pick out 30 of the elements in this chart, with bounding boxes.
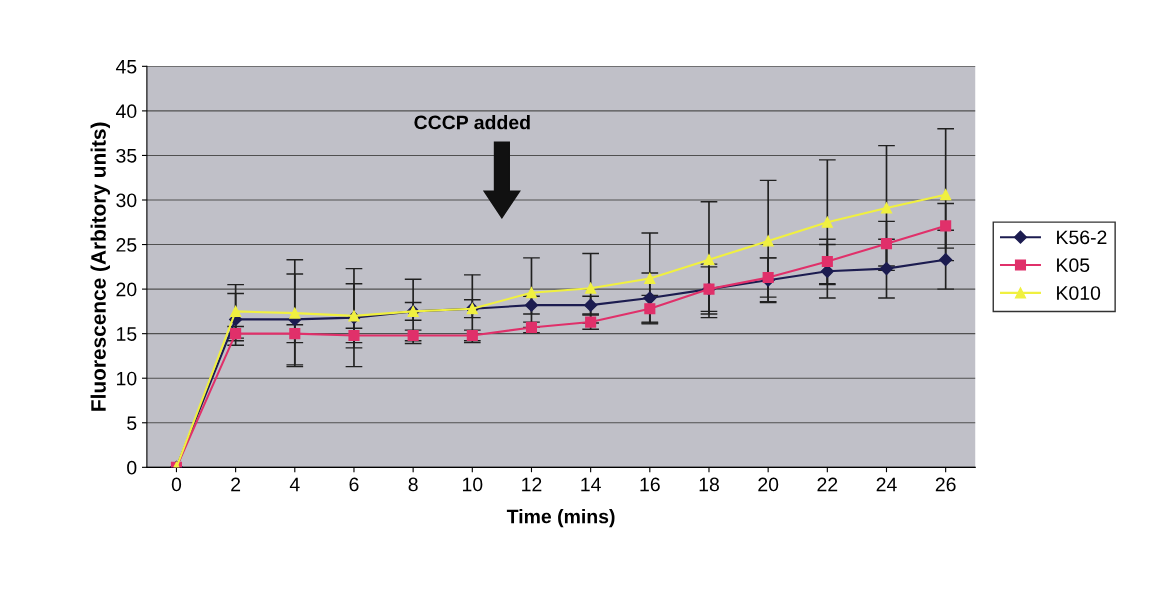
- x-tick-label: 8: [408, 477, 418, 492]
- x-tick-label: 22: [817, 477, 838, 492]
- x-tick-label: 12: [522, 477, 542, 492]
- legend-label: K010: [1057, 286, 1101, 300]
- x-tick-label: 18: [699, 477, 719, 492]
- y-tick-label: 35: [116, 148, 137, 163]
- x-tick-label: 20: [758, 477, 779, 492]
- y-tick-label: 30: [116, 193, 137, 208]
- x-tick-label: 10: [462, 477, 483, 492]
- x-tick-label: 24: [876, 477, 897, 492]
- y-tick-label: 45: [115, 60, 137, 74]
- y-tick-label: 25: [116, 238, 137, 252]
- x-tick-label: 2: [231, 477, 241, 492]
- x-tick-label: 16: [640, 477, 660, 492]
- legend-label: K05: [1057, 258, 1090, 273]
- x-axis-title: Time (mins): [506, 509, 615, 528]
- x-tick-label: 26: [935, 477, 956, 492]
- x-tick-label: 0: [171, 477, 182, 492]
- x-tick-label: 14: [581, 477, 601, 492]
- y-tick-label: 40: [115, 104, 137, 119]
- y-tick-label: 20: [116, 282, 137, 297]
- x-tick-label: 6: [349, 477, 359, 492]
- y-tick-label: 0: [127, 460, 137, 475]
- y-tick-label: 10: [117, 371, 137, 386]
- x-tick-label: 4: [289, 477, 300, 492]
- annotation: CCCP added: [414, 115, 530, 130]
- legend-label: K56-2: [1057, 230, 1107, 245]
- y-axis-title: Fluorescence (Arbitory units): [90, 122, 110, 411]
- y-tick-label: 5: [127, 416, 137, 431]
- y-tick-label: 15: [117, 327, 137, 341]
